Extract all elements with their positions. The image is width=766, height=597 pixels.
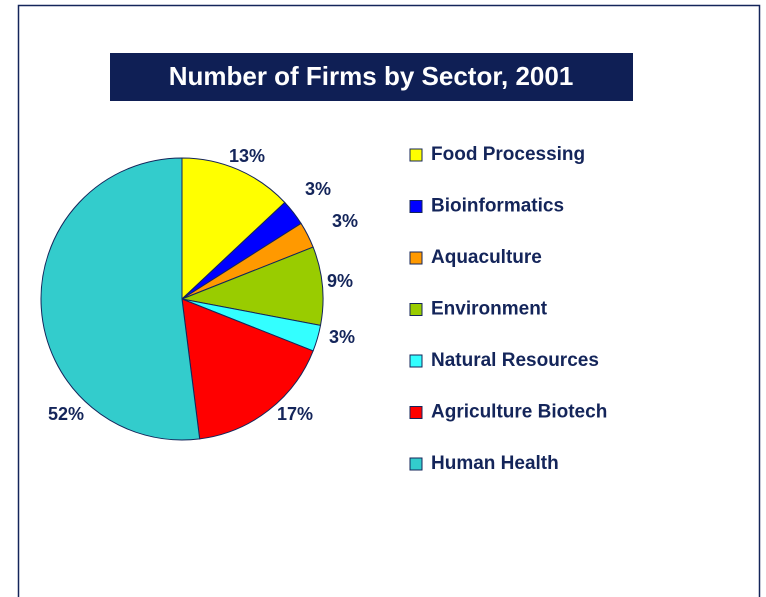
legend-swatch — [409, 251, 423, 265]
legend-swatch — [409, 457, 423, 471]
title-box — [110, 53, 633, 101]
legend-swatch — [409, 406, 423, 419]
legend-swatch — [409, 148, 423, 162]
legend-swatch — [409, 354, 423, 368]
data-label: 3% — [329, 327, 355, 347]
data-label: 3% — [332, 211, 358, 231]
legend-swatch — [409, 200, 423, 213]
data-label: 52% — [48, 404, 84, 424]
legend-label: Agriculture Biotech — [431, 402, 607, 423]
data-label: 9% — [327, 271, 353, 291]
legend-label: Human Health — [431, 453, 559, 474]
legend-label: Natural Resources — [431, 350, 599, 371]
pie-slice — [180, 246, 324, 327]
pie-slice — [40, 157, 201, 441]
legend-label: Food Processing — [431, 144, 585, 165]
legend-swatch — [409, 303, 423, 316]
data-label: 13% — [229, 146, 265, 166]
data-label: 3% — [305, 179, 331, 199]
legend-label: Environment — [431, 299, 548, 320]
legend-label: Bioinformatics — [431, 196, 564, 217]
legend-label: Aquaculture — [431, 247, 542, 268]
data-label: 17% — [277, 404, 313, 424]
pie-slice — [181, 298, 314, 440]
pie-slice — [181, 157, 286, 301]
chart-title: Number of Firms by Sector, 2001 — [169, 61, 574, 91]
